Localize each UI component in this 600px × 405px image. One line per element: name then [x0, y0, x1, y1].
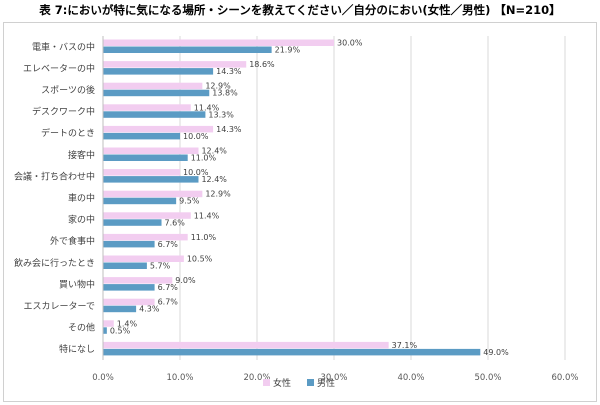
category-label: 車の中 — [68, 192, 95, 204]
data-label-male: 13.8% — [212, 89, 238, 98]
chart-frame — [3, 22, 597, 402]
bar-male — [103, 219, 162, 226]
category-label: 特になし — [59, 343, 95, 355]
data-label-male: 13.3% — [208, 110, 234, 119]
category-label: エレベーターの中 — [23, 62, 95, 74]
bar-female — [103, 341, 389, 349]
bar-male — [103, 89, 210, 97]
x-tick-label: 20.0% — [243, 373, 270, 383]
bar-male — [103, 327, 107, 334]
bar-male — [103, 240, 155, 248]
category-label: エスカレーターで — [24, 301, 95, 312]
x-tick-label: 50.0% — [474, 373, 501, 383]
data-label-female: 1.4% — [117, 319, 138, 328]
bar-female — [103, 255, 184, 262]
category-label: その他 — [68, 322, 95, 334]
bar-female — [103, 190, 203, 198]
data-label-female: 11.0% — [191, 233, 217, 242]
data-label-male: 10.0% — [183, 132, 209, 141]
category-label: 電車・バスの中 — [32, 41, 95, 53]
data-label-female: 30.0% — [337, 39, 363, 48]
data-label-male: 6.7% — [158, 240, 179, 249]
category-label: デスクワーク中 — [32, 106, 95, 118]
data-label-male: 6.7% — [158, 283, 179, 292]
category-label: スポーツの後 — [41, 84, 95, 96]
data-label-male: 5.7% — [150, 262, 171, 271]
bar-female — [103, 320, 114, 327]
bar-male — [103, 197, 177, 205]
category-label: 買い物中 — [59, 278, 95, 290]
bar-male — [103, 262, 147, 269]
bar-male — [103, 305, 137, 313]
bar-male — [103, 68, 214, 75]
data-label-male: 14.3% — [216, 67, 242, 76]
data-label-female: 11.4% — [194, 211, 220, 220]
bar-male — [103, 176, 199, 183]
bar-male — [103, 154, 188, 161]
x-tick-label: 60.0% — [551, 373, 578, 383]
bar-female — [103, 39, 334, 46]
bar-female — [103, 277, 173, 284]
bar-female — [103, 212, 191, 219]
data-label-female: 37.1% — [392, 341, 418, 350]
chart-title: 表 7:においが特に気になる場所・シーンを教えてください／自分のにおい(女性／男… — [39, 3, 561, 17]
legend-swatch-0 — [263, 379, 270, 386]
bar-female — [103, 82, 203, 90]
data-label-female: 10.5% — [187, 255, 213, 264]
x-tick-label: 30.0% — [320, 373, 347, 383]
legend-swatch-1 — [307, 379, 314, 386]
data-label-male: 4.3% — [139, 305, 160, 314]
data-label-female: 18.6% — [249, 60, 275, 69]
bar-female — [103, 125, 214, 133]
x-tick-label: 10.0% — [166, 373, 193, 383]
bar-female — [103, 298, 155, 306]
bar-female — [103, 233, 188, 241]
data-label-male: 9.5% — [179, 197, 200, 206]
data-label-male: 12.4% — [201, 175, 227, 184]
bar-male — [103, 348, 481, 356]
bar-female — [103, 169, 180, 176]
category-label: デートのとき — [41, 127, 95, 139]
legend-label: 女性 — [273, 377, 291, 389]
x-tick-label: 0.0% — [92, 373, 114, 383]
data-label-female: 9.0% — [175, 276, 196, 285]
category-label: 外で食事中 — [50, 235, 95, 247]
data-label-female: 10.0% — [183, 168, 209, 177]
bar-male — [103, 111, 206, 118]
data-label-female: 12.9% — [205, 190, 231, 199]
data-label-male: 7.6% — [165, 218, 186, 227]
data-label-male: 49.0% — [483, 348, 509, 357]
bar-male — [103, 132, 180, 140]
data-label-female: 14.3% — [216, 125, 242, 134]
data-label-female: 11.4% — [194, 103, 220, 112]
data-label-female: 12.4% — [201, 147, 227, 156]
bar-female — [103, 147, 199, 154]
data-label-female: 6.7% — [158, 298, 179, 307]
category-label: 家の中 — [68, 214, 95, 226]
data-label-male: 0.5% — [110, 326, 131, 335]
bar-male — [103, 46, 272, 53]
data-label-male: 21.9% — [275, 46, 301, 55]
x-tick-label: 40.0% — [397, 373, 424, 383]
bar-female — [103, 61, 247, 68]
bar-male — [103, 284, 155, 291]
data-label-female: 12.9% — [205, 82, 231, 91]
bar-female — [103, 104, 191, 111]
data-label-male: 11.0% — [191, 154, 217, 163]
category-label: 飲み会に行ったとき — [14, 257, 95, 269]
category-label: 会議・打ち合わせ中 — [14, 170, 95, 182]
legend-label: 男性 — [317, 377, 335, 389]
category-label: 接客中 — [68, 149, 95, 161]
